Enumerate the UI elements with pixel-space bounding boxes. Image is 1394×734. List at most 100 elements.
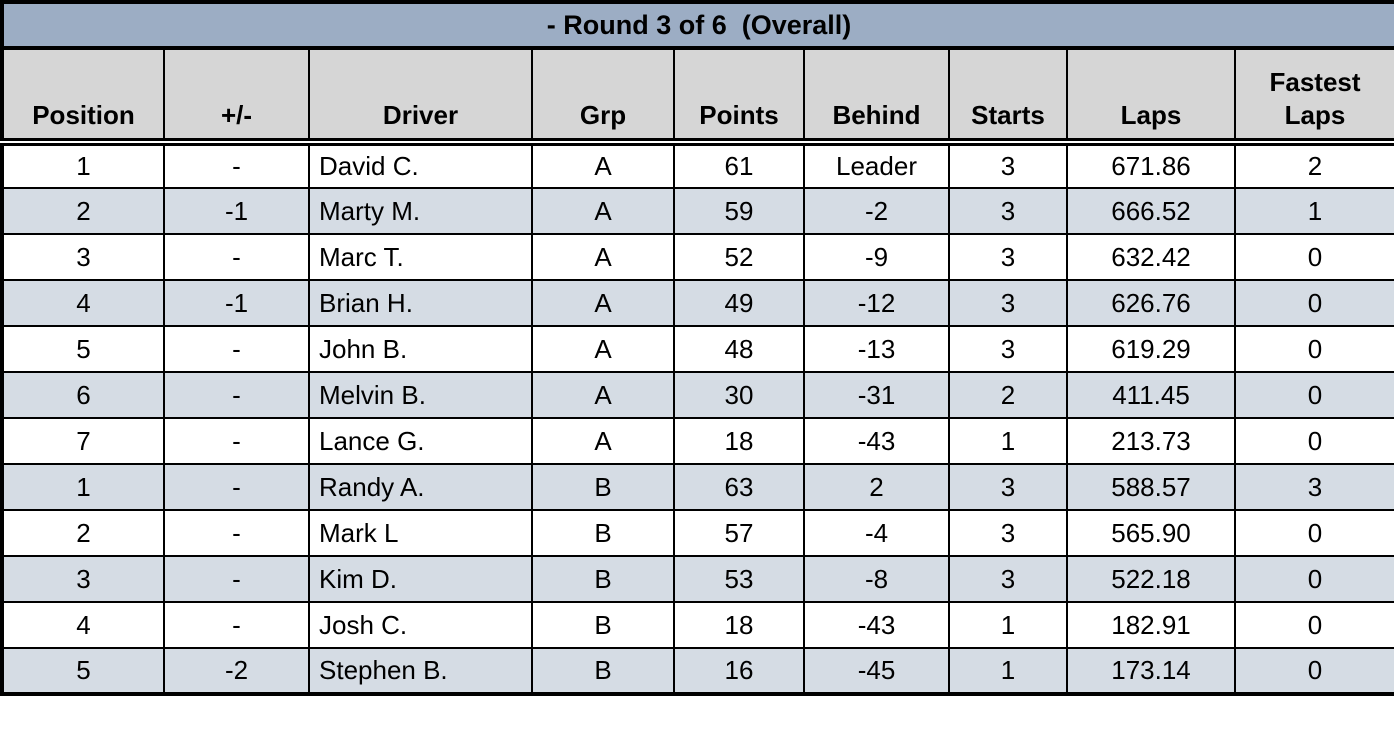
cell-behind: 2 [803,463,950,511]
cell-position: 1 [1,141,165,189]
cell-change: - [163,325,310,373]
column-header-change: +/- [163,47,310,146]
cell-position: 2 [1,187,165,235]
cell-behind: -9 [803,233,950,281]
cell-starts: 1 [948,647,1068,695]
cell-change: - [163,233,310,281]
cell-fastest-laps: 1 [1233,187,1394,235]
cell-position: 3 [1,233,165,281]
cell-change: - [163,509,310,557]
table-row: 4- Josh C. B 18 -43 1 182.91 0 [1,601,1394,649]
column-header-grp: Grp [531,47,675,146]
cell-fastest-laps: 0 [1233,279,1394,327]
column-header-points: Points [673,47,805,146]
cell-grp: A [531,417,675,465]
cell-laps: 588.57 [1066,463,1236,511]
cell-driver: Kim D. [308,555,533,603]
cell-starts: 2 [948,371,1068,419]
cell-driver: Melvin B. [308,371,533,419]
cell-grp: B [531,463,675,511]
table-row: 2- Mark L B 57 -4 3 565.90 0 [1,509,1394,557]
cell-starts: 3 [948,187,1068,235]
cell-grp: A [531,371,675,419]
cell-starts: 3 [948,463,1068,511]
cell-change: -1 [163,187,310,235]
cell-grp: A [531,187,675,235]
cell-driver: Lance G. [308,417,533,465]
cell-behind: -12 [803,279,950,327]
cell-position: 5 [1,647,165,695]
cell-points: 30 [673,371,805,419]
cell-points: 61 [673,141,805,189]
table-row: 7- Lance G. A 18 -43 1 213.73 0 [1,417,1394,465]
cell-change: - [163,371,310,419]
cell-laps: 666.52 [1066,187,1236,235]
cell-position: 3 [1,555,165,603]
cell-starts: 1 [948,417,1068,465]
table-row: 3- Kim D. B 53 -8 3 522.18 0 [1,555,1394,603]
cell-driver: David C. [308,141,533,189]
cell-position: 5 [1,325,165,373]
cell-change: - [163,601,310,649]
cell-behind: -43 [803,601,950,649]
column-header-behind: Behind [803,47,950,146]
cell-grp: A [531,141,675,189]
cell-change: -1 [163,279,310,327]
cell-behind: -13 [803,325,950,373]
cell-fastest-laps: 0 [1233,233,1394,281]
column-header-fastest-laps: Fastest Laps [1233,47,1394,146]
cell-starts: 3 [948,509,1068,557]
cell-points: 18 [673,601,805,649]
table-row: 1- David C. A 61 Leader 3 671.86 2 [1,141,1394,189]
cell-fastest-laps: 0 [1233,371,1394,419]
cell-laps: 671.86 [1066,141,1236,189]
cell-change: - [163,417,310,465]
cell-points: 59 [673,187,805,235]
table-row: 5- John B. A 48 -13 3 619.29 0 [1,325,1394,373]
cell-grp: A [531,233,675,281]
cell-driver: John B. [308,325,533,373]
column-header-position: Position [1,47,165,146]
cell-fastest-laps: 0 [1233,417,1394,465]
cell-points: 16 [673,647,805,695]
table-row: 4 -1 Brian H. A 49 -12 3 626.76 0 [1,279,1394,327]
cell-points: 57 [673,509,805,557]
column-header-laps: Laps [1066,47,1236,146]
cell-laps: 619.29 [1066,325,1236,373]
cell-grp: A [531,279,675,327]
cell-starts: 3 [948,555,1068,603]
cell-laps: 522.18 [1066,555,1236,603]
table-row: 3- Marc T. A 52 -9 3 632.42 0 [1,233,1394,281]
cell-position: 2 [1,509,165,557]
cell-behind: -43 [803,417,950,465]
cell-points: 48 [673,325,805,373]
cell-driver: Mark L [308,509,533,557]
cell-laps: 411.45 [1066,371,1236,419]
cell-behind: -45 [803,647,950,695]
cell-driver: Randy A. [308,463,533,511]
cell-laps: 213.73 [1066,417,1236,465]
cell-laps: 626.76 [1066,279,1236,327]
cell-points: 18 [673,417,805,465]
cell-change: - [163,463,310,511]
cell-position: 4 [1,279,165,327]
cell-points: 52 [673,233,805,281]
cell-driver: Josh C. [308,601,533,649]
cell-fastest-laps: 3 [1233,463,1394,511]
cell-starts: 3 [948,279,1068,327]
cell-driver: Marc T. [308,233,533,281]
cell-grp: B [531,647,675,695]
cell-laps: 173.14 [1066,647,1236,695]
standings-body: 1- David C. A 61 Leader 3 671.86 2 2 -1 Marty M. A 5… [1,141,1394,695]
cell-laps: 632.42 [1066,233,1236,281]
cell-points: 49 [673,279,805,327]
cell-position: 1 [1,463,165,511]
cell-fastest-laps: 0 [1233,325,1394,373]
cell-behind: -8 [803,555,950,603]
cell-grp: B [531,509,675,557]
table-row: 5 -2 Stephen B. B 16 -45 1 173.14 0 [1,647,1394,695]
cell-position: 4 [1,601,165,649]
cell-fastest-laps: 0 [1233,509,1394,557]
column-header-row: Position +/- Driver Grp Points Behind St… [1,47,1394,146]
cell-driver: Marty M. [308,187,533,235]
